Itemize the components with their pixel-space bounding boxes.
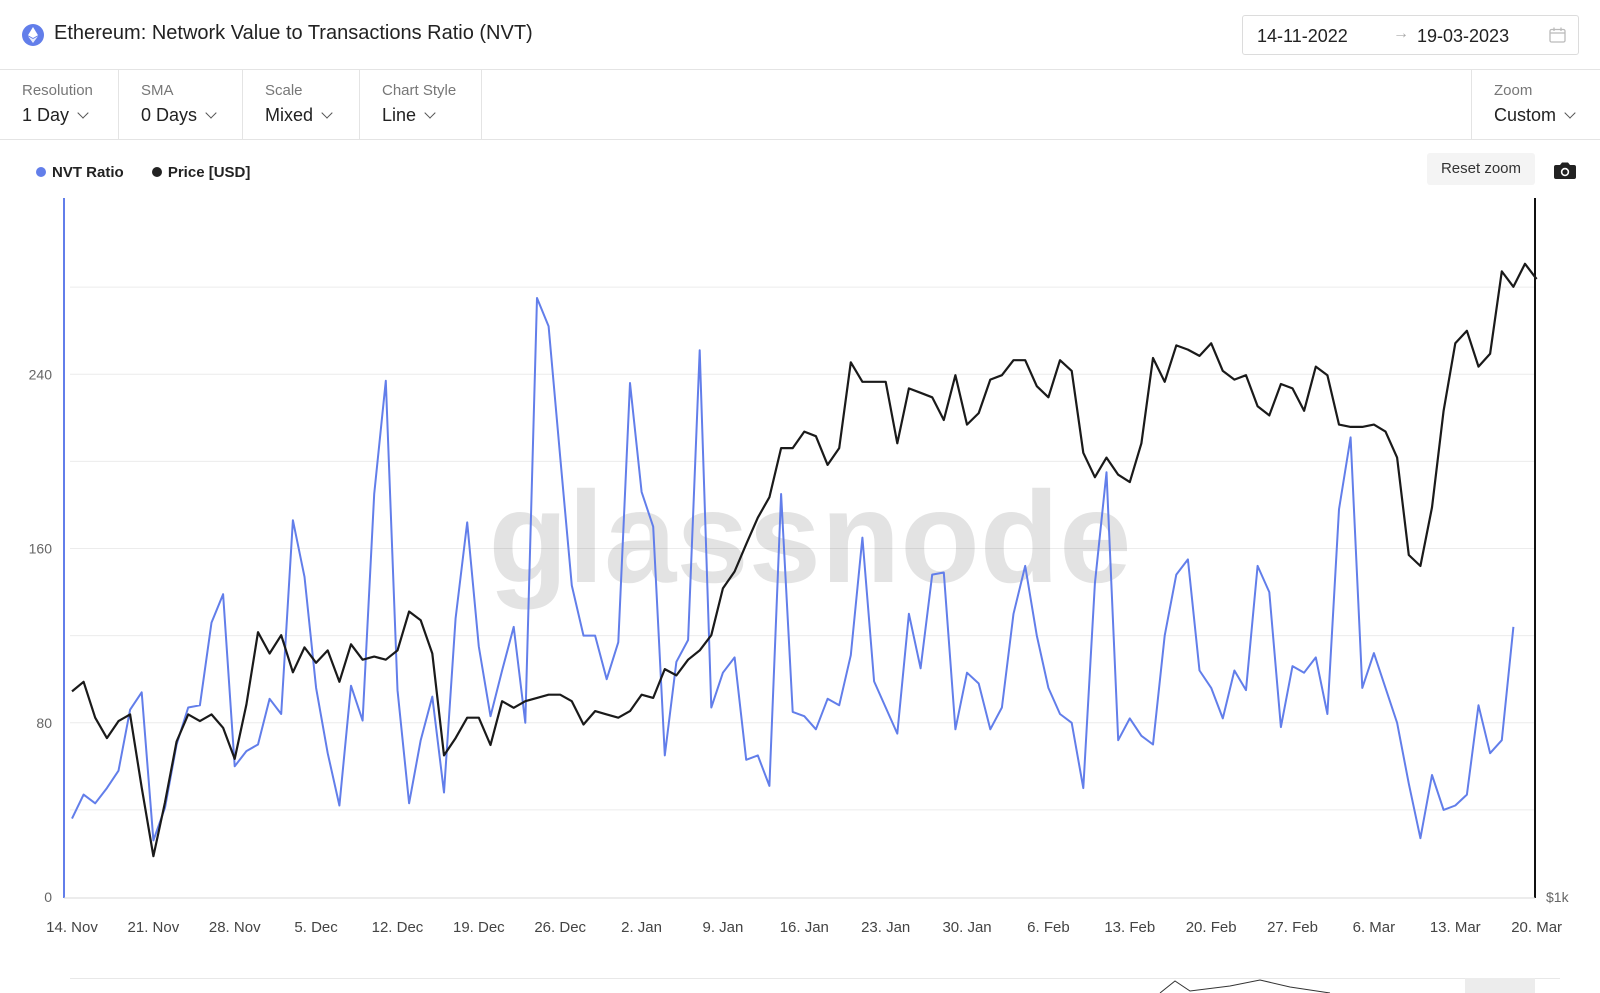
legend-item-price[interactable]: Price [USD] [151, 164, 251, 181]
x-tick-label: 6. Mar [1353, 919, 1396, 936]
y-right-tick-label: $1k [1546, 889, 1570, 905]
chevron-down-icon [424, 107, 436, 119]
reset-zoom-button[interactable]: Reset zoom [1427, 153, 1535, 185]
zoom-dropdown[interactable]: Zoom Custom [1471, 70, 1600, 139]
chart-toolbar: Resolution 1 Day SMA 0 Days Scale Mixed … [0, 70, 1600, 140]
y-tick-label: 160 [29, 541, 53, 557]
resolution-label: Resolution [22, 82, 93, 99]
x-tick-label: 19. Dec [453, 919, 505, 936]
navigator-strip[interactable] [0, 978, 1600, 993]
chevron-down-icon [1564, 107, 1576, 119]
nvt-chart[interactable]: glassnode 0 80 160 240 $1k 14. Nov 21. Nov 28.… [0, 190, 1600, 978]
x-tick-label: 6. Feb [1027, 919, 1070, 936]
x-tick-label: 23. Jan [861, 919, 910, 936]
date-range-picker[interactable]: 14-11-2022 → 19-03-2023 [1242, 15, 1579, 55]
x-tick-label: 2. Jan [621, 919, 662, 936]
resolution-value: 1 Day [22, 105, 89, 126]
ethereum-icon [22, 24, 44, 46]
chart-legend: NVT Ratio Price [USD] [36, 164, 274, 181]
chart-header: Ethereum: Network Value to Transactions … [0, 0, 1600, 70]
legend-label-nvt: NVT Ratio [52, 164, 124, 181]
x-tick-label: 20. Feb [1186, 919, 1237, 936]
y-tick-label: 80 [36, 715, 52, 731]
date-start-input[interactable]: 14-11-2022 [1257, 26, 1348, 46]
scale-dropdown[interactable]: Scale Mixed [243, 70, 360, 139]
x-axis-ticks: 14. Nov 21. Nov 28. Nov 5. Dec 12. Dec 19. De… [46, 919, 1562, 936]
chart-grid [70, 286, 1535, 811]
resolution-dropdown[interactable]: Resolution 1 Day [0, 70, 119, 139]
legend-item-nvt-ratio[interactable]: NVT Ratio [36, 164, 124, 181]
legend-dot-price [151, 167, 162, 177]
series-line-price [71, 262, 1538, 858]
x-tick-label: 13. Feb [1104, 919, 1155, 936]
calendar-icon[interactable] [1549, 27, 1566, 43]
y-axis-ticks: 0 80 160 240 $1k [29, 366, 1570, 905]
chevron-down-icon [77, 107, 89, 119]
glassnode-watermark: glassnode [489, 464, 1132, 610]
x-tick-label: 16. Jan [780, 919, 829, 936]
x-tick-label: 30. Jan [942, 919, 991, 936]
x-tick-label: 12. Dec [372, 919, 424, 936]
sma-value: 0 Days [141, 105, 217, 126]
x-tick-label: 26. Dec [534, 919, 586, 936]
chart-style-value: Line [382, 105, 436, 126]
sma-dropdown[interactable]: SMA 0 Days [119, 70, 243, 139]
y-tick-label: 240 [29, 366, 53, 382]
chart-style-label: Chart Style [382, 82, 457, 99]
chart-axes [63, 198, 1536, 899]
x-tick-label: 13. Mar [1430, 919, 1481, 936]
chevron-down-icon [321, 107, 333, 119]
sma-label: SMA [141, 82, 174, 99]
camera-icon[interactable] [1553, 161, 1577, 180]
zoom-label: Zoom [1494, 82, 1533, 99]
scale-value: Mixed [265, 105, 333, 126]
x-tick-label: 5. Dec [294, 919, 338, 936]
x-tick-label: 27. Feb [1267, 919, 1318, 936]
scale-label: Scale [265, 82, 303, 99]
date-end-input[interactable]: 19-03-2023 [1417, 26, 1510, 46]
x-tick-label: 9. Jan [703, 919, 744, 936]
x-tick-label: 14. Nov [46, 919, 98, 936]
chart-title: Ethereum: Network Value to Transactions … [54, 22, 533, 44]
legend-label-price: Price [USD] [167, 164, 251, 181]
x-tick-label: 21. Nov [128, 919, 180, 936]
chevron-down-icon [205, 107, 217, 119]
date-arrow-icon: → [1393, 25, 1409, 42]
y-tick-label: 0 [44, 889, 52, 905]
series-line-nvt-ratio [71, 297, 1515, 842]
x-tick-label: 28. Nov [209, 919, 261, 936]
zoom-value: Custom [1494, 105, 1576, 126]
x-tick-label: 20. Mar [1511, 919, 1562, 936]
legend-dot-nvt [36, 167, 46, 177]
chart-style-dropdown[interactable]: Chart Style Line [360, 70, 482, 139]
